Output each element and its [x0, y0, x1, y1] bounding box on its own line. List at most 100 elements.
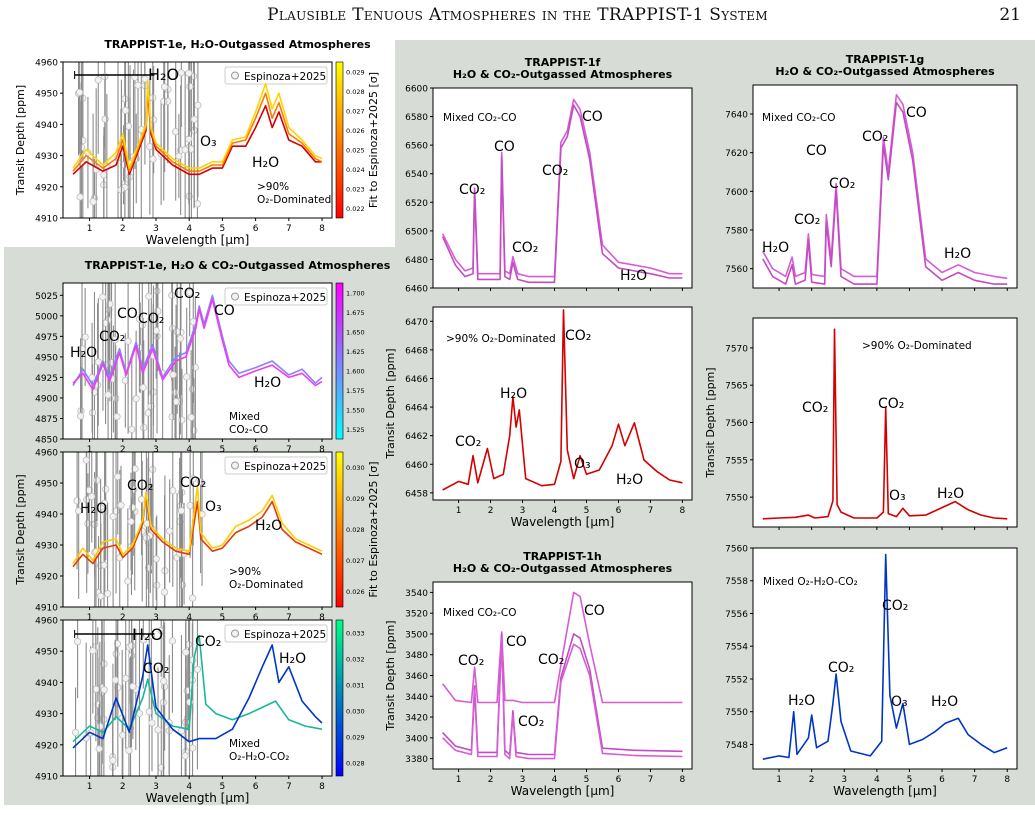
data-point [128, 425, 136, 434]
y-tick-label: 7556 [725, 610, 748, 620]
x-axis-label: Wavelength [μm] [511, 515, 615, 529]
annotation-label: CO [584, 603, 605, 619]
data-point [104, 590, 112, 598]
data-points [71, 620, 202, 776]
annotation-label: CO₂ [138, 311, 164, 327]
plot-area [753, 85, 1017, 288]
data-points [74, 62, 202, 218]
colorbar-tick-label: 1.625 [346, 348, 365, 356]
legend-box [224, 287, 328, 306]
data-point [102, 485, 110, 493]
data-point [183, 373, 191, 381]
colorbar-tick-label: 0.033 [346, 630, 365, 638]
x-tick-label: 2 [120, 613, 126, 623]
y-tick-label: 4930 [35, 152, 58, 162]
chart-title: TRAPPIST-1e, H₂O & CO₂-Outgassed Atmosph… [85, 259, 391, 272]
axes-frame [62, 451, 333, 608]
data-point [160, 677, 168, 685]
x-tick-label: 8 [1004, 775, 1010, 785]
y-tick-label: 7558 [725, 577, 748, 587]
x-tick-label: 5 [220, 782, 226, 792]
x-tick-label: 6 [253, 613, 259, 623]
model-spectrum-line [72, 294, 323, 387]
x-tick-label: 1 [456, 506, 462, 516]
annotation-label: O₃ [891, 694, 908, 710]
y-tick-label: 7620 [725, 149, 748, 159]
data-point [175, 152, 183, 160]
annotation-label: CO₂ [99, 329, 125, 345]
y-tick-label: 6600 [405, 85, 428, 95]
annotation-label: H₂O [80, 501, 107, 517]
x-tick-label: 7 [286, 445, 292, 455]
x-tick-label: 4 [186, 782, 192, 792]
colorbar-tick-label: 0.029 [346, 734, 365, 742]
annotation-label: CO₂ [882, 598, 908, 614]
annotation-label: CO₂ [794, 212, 820, 228]
annotation-label: H₂O [762, 240, 789, 256]
colorbar-tick-label: 0.030 [346, 464, 365, 472]
colorbar-tick-label: 1.600 [346, 367, 365, 375]
legend-marker [231, 461, 239, 470]
data-point [117, 501, 125, 509]
annotation-label: O₂-Dominated [229, 579, 303, 591]
colorbar-label: Fit to Espinoza+2025 [σ] [367, 461, 380, 597]
data-point [139, 636, 147, 644]
data-point [194, 101, 202, 109]
legend: Espinoza+2025 [224, 66, 328, 85]
data-point [176, 334, 184, 343]
data-point [188, 385, 197, 393]
annotation-label: CO₂ [512, 240, 538, 256]
annotation-label: CO₂ [538, 652, 564, 668]
annotation-label: CO [906, 105, 927, 121]
x-tick-label: 4 [186, 224, 192, 234]
y-tick-label: 3540 [405, 589, 428, 599]
data-point [134, 81, 142, 89]
y-tick-label: 3480 [405, 651, 428, 661]
annotation-label: H₂O [254, 375, 281, 391]
annotation-label: Mixed CO₂-CO [443, 607, 517, 619]
annotation-label: >90% [229, 566, 261, 578]
data-point [94, 76, 102, 84]
annotation-label: H₂O [148, 65, 179, 84]
annotation-label: CO [806, 143, 827, 159]
annotation-label: Mixed CO₂-CO [762, 112, 836, 124]
annotation-label: H₂O [931, 694, 958, 710]
annotation-label: CO₂ [518, 714, 544, 730]
y-tick-label: 6460 [405, 461, 428, 471]
legend: Espinoza+2025 [224, 287, 328, 306]
data-point [168, 291, 176, 299]
data-point [139, 383, 147, 392]
data-point [169, 486, 177, 495]
colorbar-tick-label: 0.031 [346, 682, 365, 690]
data-point [128, 503, 136, 512]
y-tick-label: 6540 [405, 170, 428, 180]
colorbar-tick-label: 0.032 [346, 656, 365, 664]
colorbar-tick-label: 1.675 [346, 309, 365, 317]
annotation-label: H₂O [937, 486, 964, 502]
x-tick-label: 5 [220, 613, 226, 623]
data-point [101, 115, 109, 123]
chart-title: H₂O & CO₂-Outgassed Atmospheres [453, 562, 673, 575]
data-point [190, 115, 198, 123]
y-tick-label: 4950 [35, 648, 58, 658]
annotation-label: CO₂ [828, 660, 854, 676]
x-tick-label: 3 [520, 775, 526, 785]
x-tick-label: 7 [648, 775, 654, 785]
y-tick-label: 4850 [35, 436, 58, 446]
data-point [160, 588, 169, 596]
y-tick-label: 7560 [725, 419, 748, 429]
x-tick-label: 2 [120, 782, 126, 792]
y-tick-label: 7640 [725, 111, 748, 121]
y-tick-label: 5000 [35, 312, 58, 322]
colorbar [335, 282, 344, 440]
y-tick-label: 4950 [35, 90, 58, 100]
data-point [142, 534, 150, 542]
y-axis-label: Transit Depth [ppm] [14, 474, 27, 585]
data-point [76, 88, 84, 96]
annotation-label: >90% O₂-Dominated [862, 340, 972, 352]
data-point [189, 475, 197, 483]
data-point [181, 146, 189, 154]
y-tick-label: 7554 [725, 643, 748, 653]
annotation-label: H₂O [279, 651, 306, 667]
